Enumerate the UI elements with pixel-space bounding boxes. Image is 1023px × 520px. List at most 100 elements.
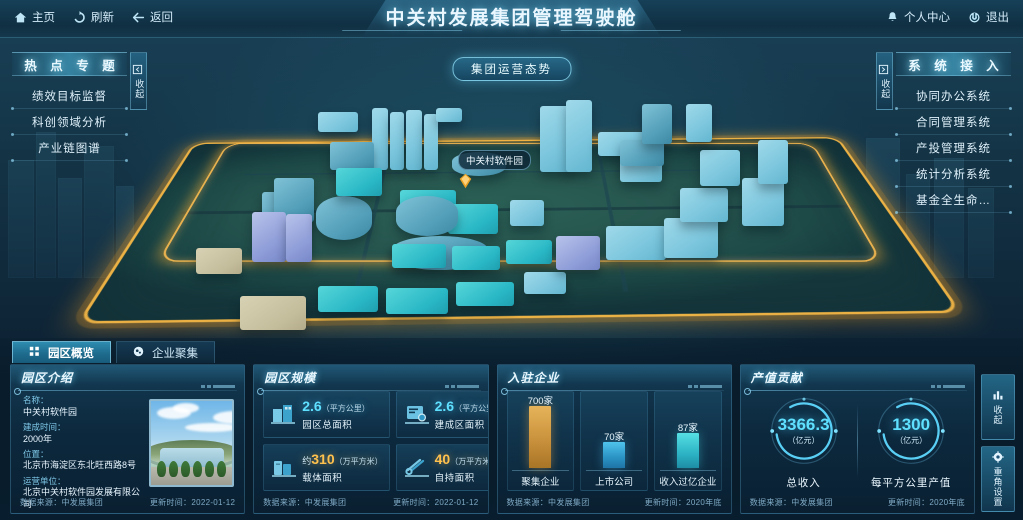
metric-carrier-area-value: 约310（万平方米） — [302, 451, 383, 467]
nav-refresh-label: 刷新 — [91, 12, 114, 24]
nav-home-label: 主页 — [32, 12, 55, 24]
footer-updated: 更新时间：2022-01-12 — [393, 498, 479, 507]
power-icon — [968, 11, 981, 24]
cluster-icon — [133, 346, 146, 359]
title-plate — [361, 0, 662, 38]
collapse-panel-label: 收起 — [992, 405, 1003, 425]
metric-built-area-label: 建成区面积 — [434, 420, 485, 431]
card-park-scale-title: 园区规模 — [264, 371, 317, 385]
bar-2[interactable]: 87家 — [676, 423, 699, 468]
field-value-built: 2000年 — [23, 433, 53, 444]
sidebar-item-statistics-system[interactable]: 统计分析系统 — [895, 161, 1012, 188]
card-park-intro-footer: 数据来源：中发展集团 更新时间：2022-01-12 — [20, 497, 235, 508]
card-deco-dots — [687, 385, 722, 388]
bar-1-value: 70家 — [604, 432, 625, 444]
ring-total-revenue: 3366.3 （亿元） 总收入 — [750, 393, 858, 490]
ring-output-per-sqkm-value: 1300 — [892, 414, 931, 434]
footer-updated: 更新时间：2020年底 — [887, 498, 965, 507]
group-operation-status-button[interactable]: 集团运营态势 — [452, 57, 571, 81]
footer-source: 数据来源：中发展集团 — [749, 498, 833, 507]
bottom-tabs: 园区概览 企业聚集 — [12, 341, 215, 363]
output-rings: 3366.3 （亿元） 总收入 — [750, 391, 965, 491]
card-park-intro: 园区介绍 名称： 中关村软件园 建成时间： 2000年 位置： 北京市海淀区东北… — [10, 364, 246, 514]
nav-logout-label: 退出 — [986, 12, 1009, 24]
nav-back[interactable]: 返回 — [132, 9, 173, 25]
field-value-operator: 北京中关村软件园发展有限公司 — [23, 487, 141, 509]
view-angle-settings-label: 重角设置 — [992, 467, 1003, 507]
field-label-operator: 运营单位： — [23, 475, 66, 486]
footer-updated: 更新时间：2022-01-12 — [149, 498, 236, 507]
system-access-panel: 系 统 接 入 协同办公系统 合同管理系统 产投管理系统 统计分析系统 基金全生… — [895, 52, 1012, 214]
nav-personal-center[interactable]: 个人中心 — [886, 9, 950, 25]
header-left-nav: 主页 刷新 返回 — [14, 9, 173, 25]
sidebar-item-performance[interactable]: 绩效目标监督 — [11, 83, 128, 110]
card-deco-dots — [931, 385, 965, 388]
map-marker-zgc-software-park[interactable]: 中关村软件园 — [458, 150, 532, 189]
home-icon — [14, 11, 27, 24]
metric-carrier-area-text: 约310（万平方米） 载体面积 — [302, 451, 382, 484]
bar-group-1: 70家 上市公司 — [580, 391, 648, 491]
card-output-contribution-title: 产值贡献 — [750, 371, 803, 385]
gear-icon — [991, 451, 1005, 464]
hot-topics-list: 绩效目标监督 科创领域分析 产业链图谱 — [11, 83, 128, 162]
bar-1[interactable]: 70家 — [603, 432, 626, 468]
card-park-scale-footer: 数据来源：中发展集团 更新时间：2022-01-12 — [263, 497, 478, 508]
blueprint-icon — [403, 402, 429, 428]
nav-back-label: 返回 — [150, 12, 173, 24]
sidebar-item-fund-lifecycle-system[interactable]: 基金全生命… — [895, 187, 1012, 214]
bar-0-value: 700家 — [527, 395, 554, 407]
ring-total-revenue-label: 总收入 — [786, 476, 821, 489]
field-value-location: 北京市海淀区东北旺西路8号 — [23, 460, 137, 471]
field-label-name: 名称： — [23, 395, 49, 405]
sidebar-item-innovation[interactable]: 科创领域分析 — [11, 109, 128, 136]
view-angle-settings-button[interactable]: 重角设置 — [981, 446, 1015, 512]
hot-topics-panel: 热 点 专 题 绩效目标监督 科创领域分析 产业链图谱 — [11, 52, 128, 162]
nav-home[interactable]: 主页 — [14, 9, 55, 25]
card-resident-enterprises: 入驻企业 700家 聚集企业 70家 — [496, 364, 732, 514]
metric-carrier-area: 约310（万平方米） 载体面积 — [263, 444, 390, 491]
collapse-icon — [132, 64, 145, 77]
card-rule — [743, 388, 967, 395]
bottom-side-buttons: 收起 重角设置 — [981, 374, 1015, 512]
ring-output-per-sqkm-unit: （亿元） — [895, 435, 928, 445]
bar-axis-0 — [512, 470, 569, 471]
metric-total-area: 2.6（平方公里） 园区总面积 — [263, 391, 390, 438]
map-marker-label: 中关村软件园 — [458, 150, 532, 170]
collapse-icon — [878, 64, 891, 77]
tab-enterprise-cluster-label: 企业聚集 — [152, 347, 198, 360]
bar-2-label: 收入过亿企业 — [659, 477, 717, 488]
bar-0[interactable]: 700家 — [528, 396, 553, 468]
park-intro-fields: 名称： 中关村软件园 建成时间： 2000年 位置： 北京市海淀区东北旺西路8号… — [23, 391, 141, 509]
nav-logout[interactable]: 退出 — [968, 9, 1009, 25]
sidebar-item-contract-system[interactable]: 合同管理系统 — [895, 109, 1012, 136]
nav-refresh[interactable]: 刷新 — [73, 9, 114, 25]
system-access-list: 协同办公系统 合同管理系统 产投管理系统 统计分析系统 基金全生命… — [895, 83, 1012, 214]
park-scale-metrics: 2.6（平方公里） 园区总面积 — [263, 391, 488, 491]
bottom-dashboard: 园区概览 企业聚集 园区介绍 名称： 中关村软件园 — [0, 338, 1023, 520]
left-panel-collapse-button[interactable]: 收起 — [130, 52, 147, 110]
bell-icon — [886, 11, 899, 24]
ring-output-per-sqkm: 1300 （亿元） 每平方公里产值 — [857, 393, 965, 490]
card-park-scale: 园区规模 2. — [253, 364, 489, 514]
metric-self-held-area-value: 40（万平方米） — [434, 451, 488, 467]
sidebar-item-industry-chain[interactable]: 产业链图谱 — [11, 135, 128, 162]
collapse-panel-button[interactable]: 收起 — [981, 374, 1015, 440]
park-photo — [149, 399, 235, 487]
sidebar-item-oa-system[interactable]: 协同办公系统 — [895, 83, 1012, 110]
nav-personal-center-label: 个人中心 — [904, 12, 950, 24]
park-intro-body: 名称： 中关村软件园 建成时间： 2000年 位置： 北京市海淀区东北旺西路8号… — [23, 391, 235, 509]
app-header: 中关村发展集团管理驾驶舱 主页 刷新 返回 — [0, 0, 1023, 40]
metric-total-area-text: 2.6（平方公里） 园区总面积 — [302, 398, 369, 431]
metric-self-held-area: 40（万平方米） 自持面积 — [395, 444, 488, 491]
right-panel-collapse-button[interactable]: 收起 — [876, 52, 893, 110]
tab-park-overview[interactable]: 园区概览 — [12, 341, 111, 363]
tab-enterprise-cluster[interactable]: 企业聚集 — [116, 341, 215, 363]
sidebar-item-investment-system[interactable]: 产投管理系统 — [895, 135, 1012, 162]
metric-self-held-area-text: 40（万平方米） 自持面积 — [434, 451, 488, 484]
card-rule — [500, 388, 724, 395]
metric-total-area-label: 园区总面积 — [302, 420, 353, 431]
ring-output-per-sqkm-label: 每平方公里产值 — [870, 476, 952, 489]
header-right-nav: 个人中心 退出 — [886, 9, 1009, 25]
system-access-title: 系 统 接 入 — [896, 52, 1011, 76]
